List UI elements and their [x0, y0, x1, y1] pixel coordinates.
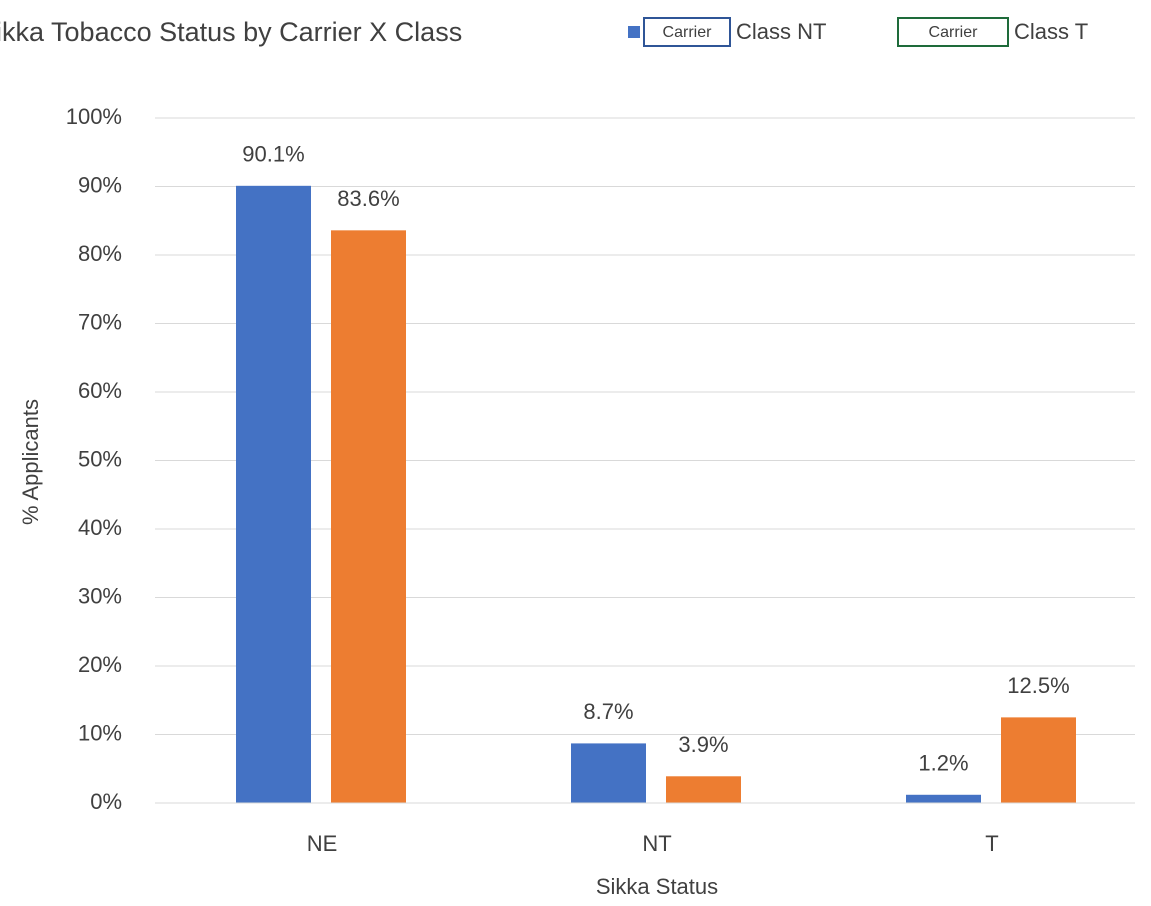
- legend-label: Class T: [1014, 19, 1088, 44]
- data-label: 1.2%: [918, 751, 968, 776]
- y-tick-label: 90%: [78, 172, 122, 197]
- bar: [236, 185, 311, 803]
- chart-title: Sikka Tobacco Status by Carrier X Class: [0, 17, 462, 47]
- y-tick-label: 70%: [78, 309, 122, 334]
- bar: [906, 794, 981, 803]
- bar: [1001, 717, 1076, 803]
- x-tick-label: NT: [642, 831, 671, 856]
- bar: [666, 776, 741, 803]
- legend-tag-box: [643, 17, 731, 47]
- data-label: 3.9%: [678, 732, 728, 757]
- y-tick-label: 40%: [78, 515, 122, 540]
- y-tick-label: 60%: [78, 378, 122, 403]
- y-tick-label: 100%: [66, 104, 122, 129]
- legend-tag: Carrier: [929, 24, 979, 41]
- y-tick-label: 10%: [78, 720, 122, 745]
- data-label: 83.6%: [337, 186, 399, 211]
- bar: [571, 743, 646, 803]
- x-axis-label: Sikka Status: [596, 874, 718, 899]
- legend-tag-box: [897, 17, 1009, 47]
- data-label: 8.7%: [583, 699, 633, 724]
- y-tick-label: 20%: [78, 652, 122, 677]
- legend-label: Class NT: [736, 19, 826, 44]
- legend-tag: Carrier: [663, 24, 713, 41]
- bar: [331, 230, 406, 804]
- y-axis-label: % Applicants: [18, 399, 43, 525]
- data-label: 12.5%: [1007, 673, 1069, 698]
- legend-swatch: [628, 26, 640, 38]
- data-label: 90.1%: [242, 142, 304, 167]
- y-tick-label: 50%: [78, 446, 122, 471]
- y-tick-label: 30%: [78, 583, 122, 608]
- x-tick-label: T: [985, 831, 998, 856]
- x-tick-label: NE: [307, 831, 338, 856]
- y-tick-label: 0%: [90, 789, 122, 814]
- y-tick-label: 80%: [78, 241, 122, 266]
